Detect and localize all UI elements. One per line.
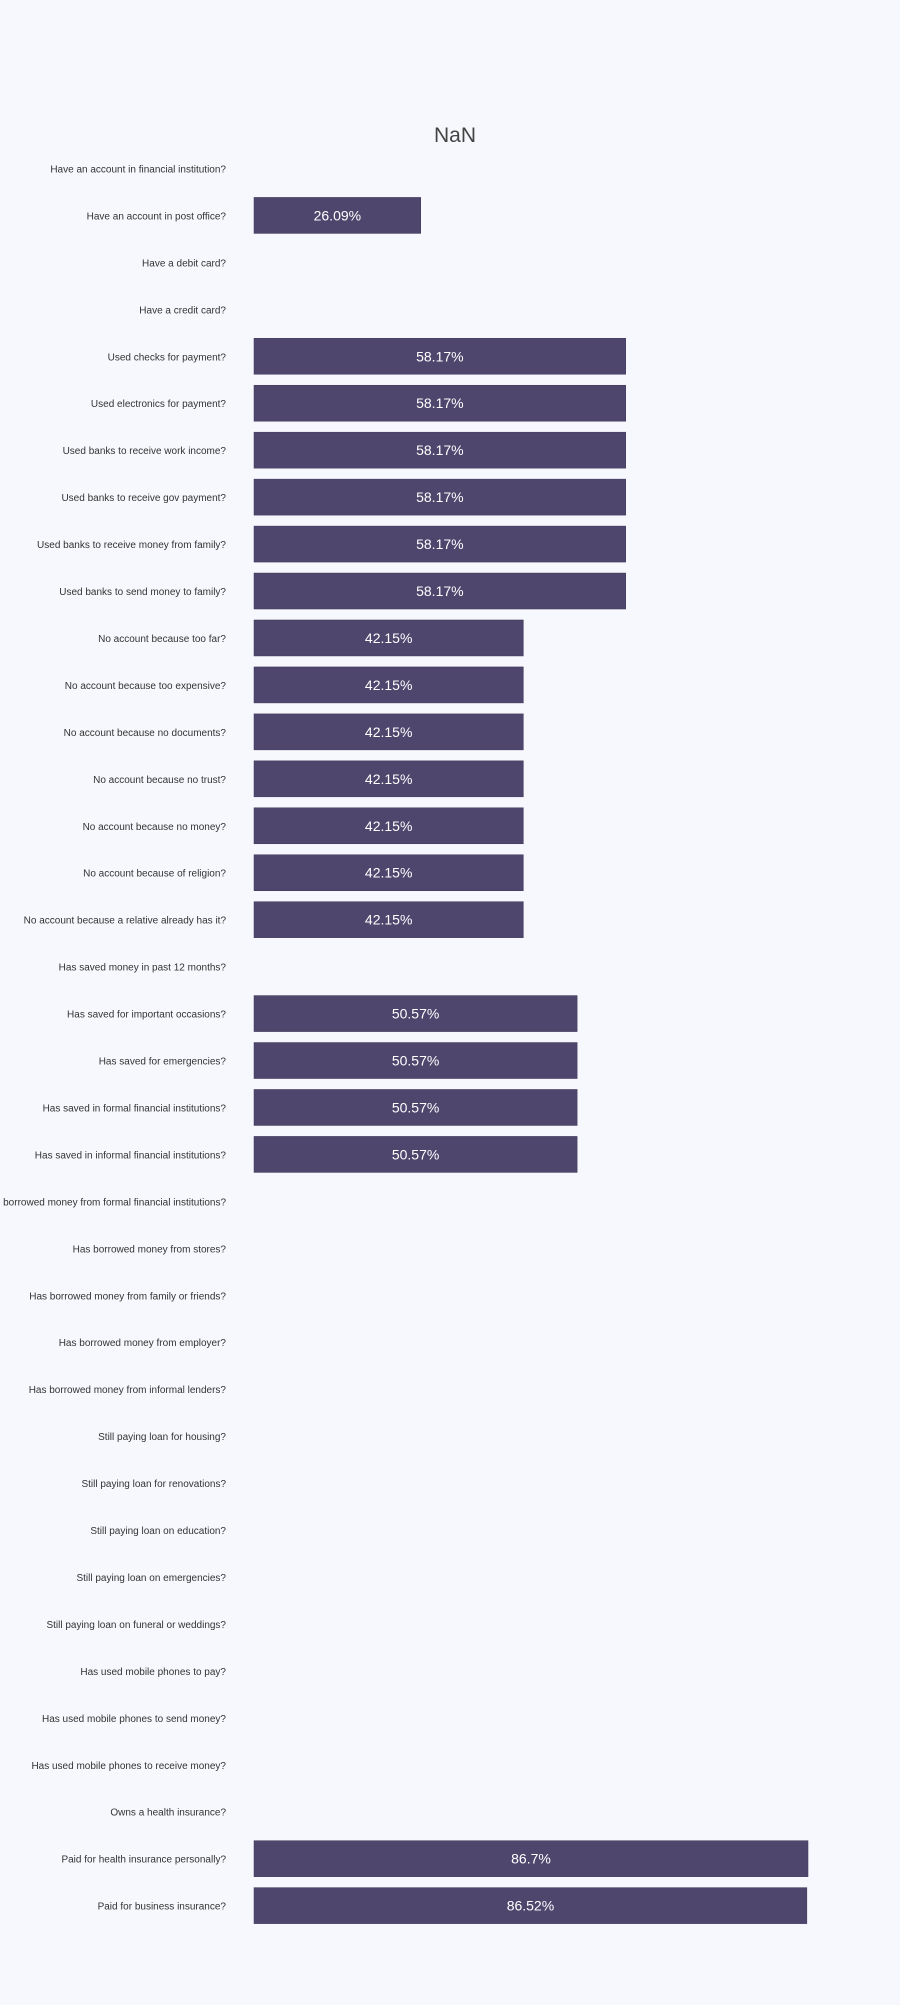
- category-label: Used banks to receive money from family?: [37, 540, 226, 551]
- bar[interactable]: [253, 854, 524, 891]
- bar-value-label: 50.57%: [392, 1146, 439, 1162]
- bar[interactable]: [253, 807, 524, 845]
- category-label: Still paying loan for housing?: [98, 1432, 226, 1443]
- category-label: Owns a health insurance?: [110, 1808, 226, 1819]
- category-label: No account because of religion?: [83, 869, 226, 880]
- category-label: Has used mobile phones to pay?: [80, 1667, 226, 1678]
- category-labels-group: Have an account in financial institution…: [0, 164, 226, 1912]
- bar[interactable]: [253, 901, 524, 938]
- category-label: Paid for business insurance?: [98, 1902, 227, 1913]
- category-label: No account because no documents?: [64, 728, 227, 739]
- bar[interactable]: [253, 431, 626, 469]
- bar-value-label: 58.17%: [416, 348, 463, 364]
- category-label: Has used mobile phones to receive money?: [31, 1761, 226, 1772]
- bar-value-label: 58.17%: [416, 442, 463, 458]
- category-label: No account because no trust?: [93, 775, 226, 786]
- category-label: Has saved for important occasions?: [67, 1010, 226, 1021]
- category-label: Has borrowed money from formal financial…: [0, 1197, 226, 1208]
- bar-value-label: 86.7%: [511, 1851, 551, 1867]
- category-label: No account because too expensive?: [65, 681, 227, 692]
- bar[interactable]: [253, 619, 524, 657]
- bar[interactable]: [253, 338, 626, 375]
- bar[interactable]: [253, 1089, 578, 1126]
- bar[interactable]: [253, 995, 578, 1032]
- category-label: Has borrowed money from informal lenders…: [29, 1385, 227, 1396]
- category-label: Has saved for emergencies?: [99, 1057, 227, 1068]
- category-label: Used banks to receive work income?: [63, 446, 227, 457]
- bar-value-label: 58.17%: [416, 489, 463, 505]
- category-label: Has saved in informal financial institut…: [35, 1150, 227, 1161]
- category-label: Has saved in formal financial institutio…: [43, 1103, 227, 1114]
- category-label: Has saved money in past 12 months?: [59, 963, 227, 974]
- category-label: Still paying loan on emergencies?: [76, 1573, 226, 1584]
- bar[interactable]: [253, 197, 421, 234]
- bar-value-label: 42.15%: [365, 724, 412, 740]
- category-label: No account because no money?: [83, 822, 227, 833]
- bar-value-label: 42.15%: [365, 677, 412, 693]
- bar[interactable]: [253, 384, 626, 422]
- bar[interactable]: [253, 1042, 578, 1079]
- bar[interactable]: [253, 760, 524, 798]
- bar[interactable]: [253, 478, 626, 516]
- category-label: Has borrowed money from employer?: [59, 1338, 227, 1349]
- bar-value-label: 86.52%: [507, 1898, 554, 1914]
- bar[interactable]: [253, 572, 626, 610]
- category-label: Used banks to send money to family?: [59, 587, 226, 598]
- bar-value-label: 26.09%: [314, 207, 361, 223]
- bar-value-label: 42.15%: [365, 771, 412, 787]
- category-label: Have an account in post office?: [87, 211, 227, 222]
- bar-value-label: 58.17%: [416, 395, 463, 411]
- chart-title: NaN: [434, 124, 476, 147]
- bar-value-label: 42.15%: [365, 912, 412, 928]
- value-labels-group: 26.09% 58.17% 58.17% 58.17% 58.17% 58.17% 58.1…: [314, 207, 555, 1913]
- category-label: Used banks to receive gov payment?: [61, 493, 226, 504]
- category-label: Used checks for payment?: [108, 352, 227, 363]
- category-label: Has borrowed money from stores?: [73, 1244, 227, 1255]
- category-label: No account because a relative already ha…: [24, 916, 227, 927]
- bar[interactable]: [253, 666, 524, 704]
- category-label: Used electronics for payment?: [91, 399, 227, 410]
- category-label: No account because too far?: [98, 634, 226, 645]
- bar[interactable]: [253, 525, 626, 563]
- bar-value-label: 50.57%: [392, 1006, 439, 1022]
- bar-value-label: 42.15%: [365, 630, 412, 646]
- category-label: Still paying loan on funeral or weddings…: [46, 1620, 226, 1631]
- bar-value-label: 50.57%: [392, 1053, 439, 1069]
- category-label: Paid for health insurance personally?: [61, 1855, 226, 1866]
- category-label: Has used mobile phones to send money?: [42, 1714, 226, 1725]
- bar-value-label: 50.57%: [392, 1099, 439, 1115]
- bar[interactable]: [253, 713, 524, 751]
- bar-value-label: 58.17%: [416, 583, 463, 599]
- category-label: Still paying loan for renovations?: [81, 1479, 226, 1490]
- category-label: Have a credit card?: [139, 305, 226, 316]
- bar-value-label: 42.15%: [365, 818, 412, 834]
- bar[interactable]: [253, 1136, 578, 1173]
- bar[interactable]: [253, 1887, 808, 1924]
- category-label: Has borrowed money from family or friend…: [29, 1291, 226, 1302]
- bar-value-label: 42.15%: [365, 865, 412, 881]
- bar-value-label: 58.17%: [416, 536, 463, 552]
- category-label: Have an account in financial institution…: [50, 164, 226, 175]
- bar[interactable]: [253, 1840, 809, 1877]
- category-label: Still paying loan on education?: [90, 1526, 226, 1537]
- bars-group: [253, 197, 809, 1924]
- category-label: Have a debit card?: [142, 258, 226, 269]
